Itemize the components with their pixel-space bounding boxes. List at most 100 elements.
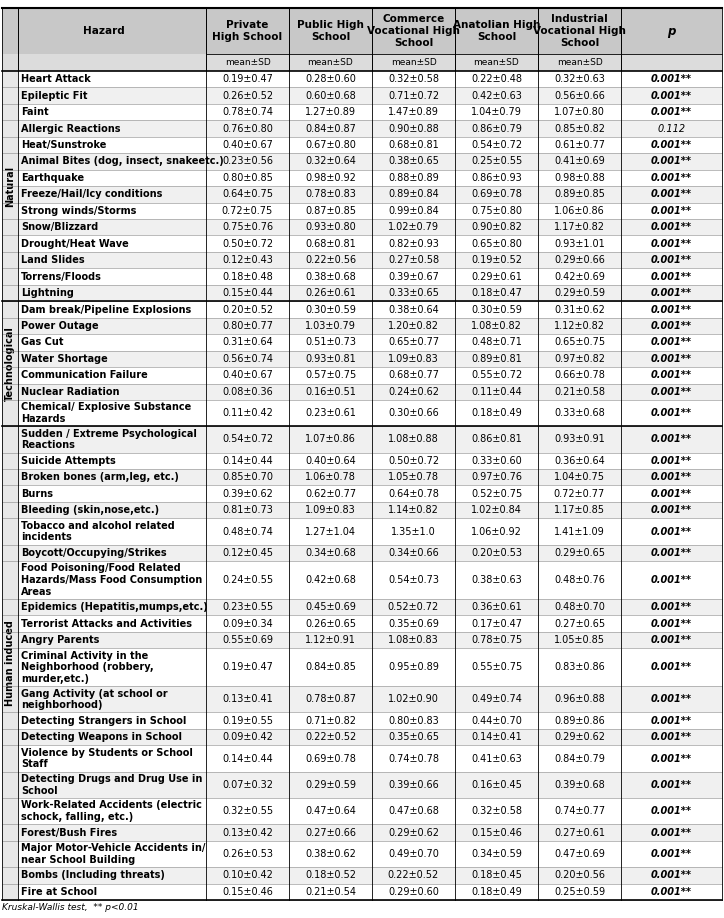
Bar — [18, 519, 206, 544]
Text: 0.26±0.52: 0.26±0.52 — [222, 91, 273, 101]
Text: Major Motor-Vehicle Accidents in/
near School Building: Major Motor-Vehicle Accidents in/ near S… — [21, 843, 206, 865]
Text: 0.69±0.78: 0.69±0.78 — [305, 754, 356, 764]
Bar — [455, 153, 538, 170]
Bar — [289, 883, 372, 900]
Text: Forest/Bush Fires: Forest/Bush Fires — [21, 827, 117, 837]
Text: 1.17±0.85: 1.17±0.85 — [554, 505, 605, 515]
Text: 0.18±0.45: 0.18±0.45 — [471, 870, 522, 880]
Text: Lightning: Lightning — [21, 288, 74, 298]
Bar — [18, 502, 206, 519]
Text: Earthquake: Earthquake — [21, 173, 84, 183]
Bar — [455, 120, 538, 137]
Bar — [538, 686, 621, 712]
Text: 0.42±0.68: 0.42±0.68 — [305, 575, 356, 585]
Bar — [538, 285, 621, 301]
Text: Dam break/Pipeline Explosions: Dam break/Pipeline Explosions — [21, 305, 191, 315]
Bar — [206, 599, 289, 615]
Bar — [372, 71, 455, 87]
Bar — [621, 599, 722, 615]
Text: 0.38±0.68: 0.38±0.68 — [305, 272, 356, 282]
Bar — [621, 236, 722, 252]
Bar — [372, 252, 455, 268]
Bar — [18, 318, 206, 334]
Bar — [206, 486, 289, 502]
Bar — [289, 367, 372, 384]
Text: 0.28±0.60: 0.28±0.60 — [305, 74, 356, 84]
Text: 0.21±0.54: 0.21±0.54 — [305, 887, 356, 897]
Bar — [18, 104, 206, 120]
Bar — [621, 334, 722, 351]
Bar — [372, 486, 455, 502]
Text: 0.52±0.75: 0.52±0.75 — [471, 488, 522, 498]
Bar — [206, 120, 289, 137]
Text: 0.80±0.85: 0.80±0.85 — [222, 173, 273, 183]
Text: 0.99±0.84: 0.99±0.84 — [388, 206, 439, 216]
Text: 0.001**: 0.001** — [651, 694, 692, 704]
Bar — [18, 745, 206, 772]
Bar — [18, 426, 206, 453]
Bar — [455, 469, 538, 486]
Text: 0.86±0.81: 0.86±0.81 — [471, 434, 522, 444]
Text: 0.31±0.64: 0.31±0.64 — [222, 338, 273, 347]
Bar — [289, 686, 372, 712]
Text: 0.15±0.46: 0.15±0.46 — [222, 887, 273, 897]
Bar — [289, 301, 372, 318]
Bar — [538, 544, 621, 561]
Text: 1.05±0.78: 1.05±0.78 — [388, 472, 439, 482]
Text: 0.001**: 0.001** — [651, 806, 692, 816]
Bar — [18, 137, 206, 153]
Text: 0.48±0.71: 0.48±0.71 — [471, 338, 522, 347]
Bar — [455, 252, 538, 268]
Bar — [289, 632, 372, 648]
Bar — [621, 400, 722, 426]
Text: Private
High School: Private High School — [212, 20, 282, 42]
Text: 0.35±0.69: 0.35±0.69 — [388, 619, 439, 629]
Bar — [621, 561, 722, 599]
Text: 0.56±0.74: 0.56±0.74 — [222, 353, 273, 364]
Text: 1.07±0.80: 1.07±0.80 — [554, 107, 605, 118]
Text: 0.15±0.44: 0.15±0.44 — [222, 288, 273, 298]
Text: 0.22±0.56: 0.22±0.56 — [305, 255, 356, 265]
Bar — [372, 318, 455, 334]
Text: Chemical/ Explosive Substance
Hazards: Chemical/ Explosive Substance Hazards — [21, 402, 191, 424]
Text: 0.65±0.80: 0.65±0.80 — [471, 239, 522, 249]
Text: 0.32±0.55: 0.32±0.55 — [222, 806, 273, 816]
Bar — [538, 502, 621, 519]
Text: 0.40±0.67: 0.40±0.67 — [222, 370, 273, 380]
Bar — [538, 400, 621, 426]
Bar — [538, 561, 621, 599]
Text: 0.001**: 0.001** — [651, 239, 692, 249]
Text: 0.29±0.59: 0.29±0.59 — [554, 288, 605, 298]
Text: 0.27±0.66: 0.27±0.66 — [305, 827, 356, 837]
Bar — [538, 367, 621, 384]
Text: Sudden / Extreme Psychological
Reactions: Sudden / Extreme Psychological Reactions — [21, 429, 197, 450]
Text: 0.72±0.75: 0.72±0.75 — [222, 206, 273, 216]
Text: 0.89±0.85: 0.89±0.85 — [554, 189, 605, 199]
Text: 0.27±0.61: 0.27±0.61 — [554, 827, 605, 837]
Bar — [18, 772, 206, 798]
Bar — [538, 824, 621, 841]
Text: 0.19±0.47: 0.19±0.47 — [222, 74, 273, 84]
Text: Detecting Drugs and Drug Use in
School: Detecting Drugs and Drug Use in School — [21, 774, 203, 796]
Text: Freeze/Hail/Icy conditions: Freeze/Hail/Icy conditions — [21, 189, 162, 199]
Text: 0.34±0.59: 0.34±0.59 — [471, 849, 522, 859]
Text: 0.19±0.47: 0.19±0.47 — [222, 662, 273, 672]
Text: 0.49±0.70: 0.49±0.70 — [388, 849, 439, 859]
Text: 0.78±0.87: 0.78±0.87 — [305, 694, 356, 704]
Bar — [372, 599, 455, 615]
Text: 0.48±0.70: 0.48±0.70 — [554, 602, 605, 612]
Bar — [206, 561, 289, 599]
Bar — [538, 71, 621, 87]
Bar — [206, 519, 289, 544]
Text: 0.71±0.72: 0.71±0.72 — [388, 91, 439, 101]
Text: 0.001**: 0.001** — [651, 107, 692, 118]
Bar — [372, 544, 455, 561]
Text: 0.47±0.69: 0.47±0.69 — [554, 849, 605, 859]
Bar — [18, 301, 206, 318]
Bar — [206, 252, 289, 268]
Text: 0.001**: 0.001** — [651, 602, 692, 612]
Bar — [18, 599, 206, 615]
Text: 0.38±0.62: 0.38±0.62 — [305, 849, 356, 859]
Text: 0.001**: 0.001** — [651, 716, 692, 726]
Bar — [289, 400, 372, 426]
